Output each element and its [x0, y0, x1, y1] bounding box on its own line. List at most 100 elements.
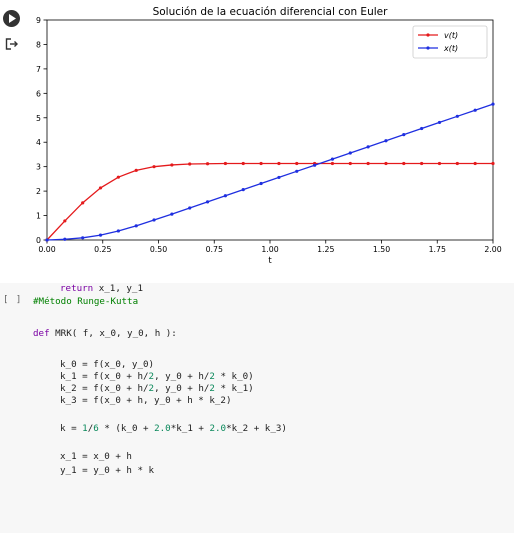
y-tick-label: 0: [36, 236, 41, 245]
data-point: [241, 161, 245, 166]
code-line: k = 1/6 * (k_0 + 2.0*k_1 + 2.0*k_2 + k_3…: [60, 423, 287, 435]
data-point: [188, 162, 192, 166]
data-point: [81, 201, 85, 205]
play-circle-icon[interactable]: [3, 10, 20, 27]
x-axis-label: t: [268, 256, 272, 266]
series-line: [46, 103, 494, 241]
data-point: [384, 139, 388, 143]
x-tick-label: 0.50: [150, 245, 167, 254]
data-point: [491, 161, 495, 166]
legend-marker: [426, 46, 430, 50]
y-tick-label: 6: [36, 89, 41, 98]
data-point: [277, 161, 281, 166]
data-point: [437, 161, 442, 166]
run-cell-button[interactable]: [ ]: [3, 295, 23, 305]
data-point: [366, 145, 370, 149]
data-point: [455, 114, 459, 118]
data-point: [116, 229, 120, 233]
code-cell[interactable]: [ ] #Método Runge-Kutta def MRK( f, x_0, …: [0, 283, 514, 533]
data-point: [134, 224, 138, 228]
x-tick-label: 1.25: [317, 245, 334, 254]
data-point: [437, 120, 442, 125]
data-point: [348, 151, 352, 155]
data-point: [473, 108, 477, 112]
output-redirect-icon[interactable]: [5, 35, 19, 50]
code-token: * k_1): [214, 382, 254, 394]
chart-title: Solución de la ecuación diferencial con …: [153, 6, 389, 18]
y-tick-label: 7: [36, 65, 41, 74]
code-token: 2: [209, 370, 215, 382]
data-point: [366, 161, 370, 166]
code-token: k_0 = f(x_0, y_0): [60, 358, 155, 370]
code-token: 2.0: [209, 422, 227, 434]
data-point: [170, 212, 174, 216]
data-point: [81, 236, 85, 240]
code-token: *k_1 +: [170, 422, 210, 434]
code-token: x_1, y_1: [93, 283, 143, 294]
code-token: def: [33, 328, 50, 339]
data-point: [205, 162, 210, 166]
data-point: [63, 219, 67, 223]
series-line: [46, 162, 493, 241]
code-token: 6: [93, 422, 99, 434]
data-point: [45, 238, 49, 242]
code-line: k_1 = f(x_0 + h/2, y_0 + h/2 * k_0): [60, 371, 254, 383]
data-point: [402, 161, 406, 166]
code-token: 1: [82, 422, 88, 434]
y-tick-label: 4: [36, 138, 41, 147]
code-line: return x_1, y_1: [60, 283, 143, 295]
x-tick-label: 2.00: [484, 245, 501, 254]
code-token: * (k_0 +: [98, 422, 155, 434]
code-token: 2: [209, 382, 215, 394]
code-token: /: [87, 422, 94, 434]
code-token: x_1 = x_0 + h: [60, 450, 132, 462]
code-token: , y_0 + h/: [154, 370, 210, 382]
code-line: k_0 = f(x_0, y_0): [60, 359, 154, 371]
output-cell: Solución de la ecuación diferencial con …: [3, 6, 502, 266]
data-point: [491, 102, 495, 106]
data-point: [473, 161, 477, 166]
code-token: return: [60, 283, 94, 294]
data-point: [223, 194, 227, 198]
code-token: 2: [148, 370, 155, 382]
data-point: [330, 161, 335, 166]
code-line: def MRK( f, x_0, y_0, h ):: [33, 328, 177, 340]
data-point: [63, 237, 67, 241]
chart: Solución de la ecuación diferencial con …: [36, 6, 502, 266]
data-point: [295, 169, 299, 173]
data-point: [259, 161, 263, 166]
data-point: [223, 161, 227, 166]
x-tick-label: 0.25: [94, 245, 111, 254]
y-tick-label: 1: [36, 212, 41, 221]
data-point: [98, 186, 103, 190]
legend-marker: [426, 33, 430, 37]
data-point: [402, 133, 406, 137]
data-point: [330, 157, 335, 161]
code-token: *k_2 + k_3): [226, 422, 287, 434]
code-line: k_2 = f(x_0 + h/2, y_0 + h/2 * k_1): [60, 383, 254, 395]
code-token: * k_0): [214, 370, 254, 382]
x-tick-label: 0.75: [206, 245, 223, 254]
data-point: [152, 165, 156, 169]
data-point: [313, 163, 317, 167]
data-point: [152, 218, 156, 222]
code-line: y_1 = y_0 + h * k: [60, 465, 154, 477]
data-point: [259, 181, 263, 186]
y-tick-label: 9: [36, 16, 41, 25]
code-line: x_1 = x_0 + h: [60, 451, 132, 463]
code-token: k_3 = f(x_0 + h, y_0 + h * k_2): [60, 394, 232, 406]
y-tick-label: 8: [36, 40, 41, 49]
code-token: k =: [60, 422, 83, 434]
data-point: [188, 206, 192, 210]
data-point: [295, 161, 299, 166]
code-line: #Método Runge-Kutta: [33, 296, 138, 308]
data-point: [170, 163, 174, 167]
code-token: k_1 = f(x_0 + h/: [60, 370, 149, 382]
x-tick-label: 1.00: [261, 245, 278, 254]
code-token: MRK( f, x_0, y_0, h ):: [49, 328, 177, 339]
code-token: 2.0: [154, 422, 171, 434]
code-token: k_2 = f(x_0 + h/: [60, 382, 149, 394]
legend-label: x(t): [443, 44, 458, 53]
data-point: [277, 175, 281, 180]
data-point: [420, 161, 424, 166]
